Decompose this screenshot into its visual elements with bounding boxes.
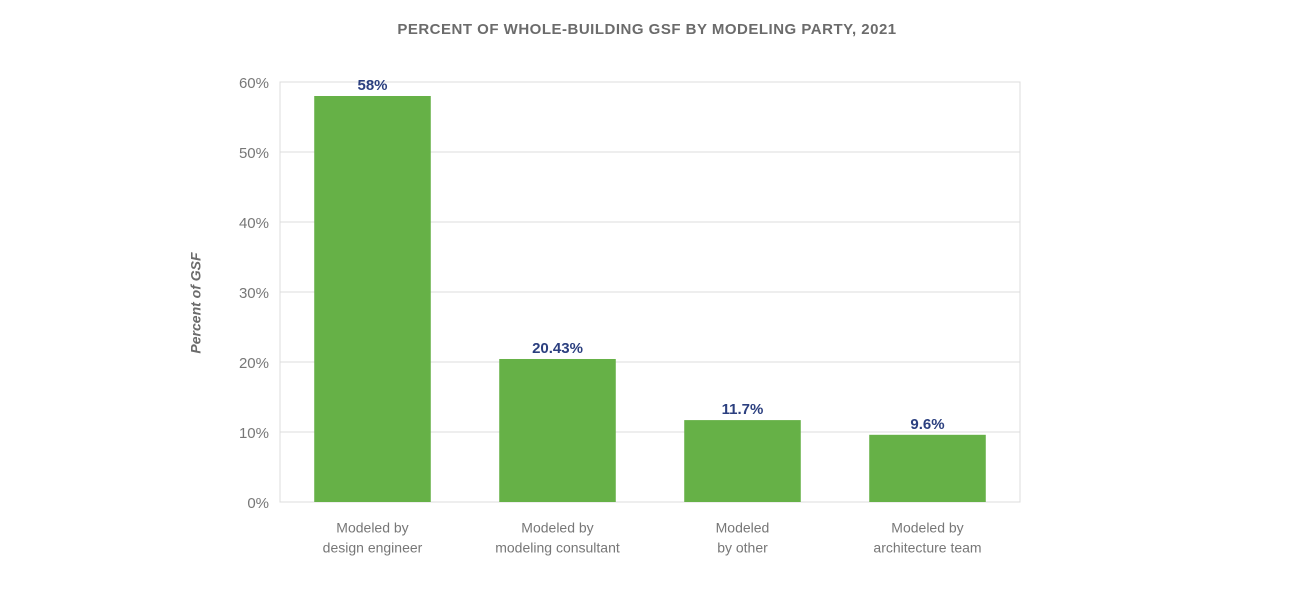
y-tick-label: 50% <box>239 145 269 162</box>
bar <box>684 420 801 502</box>
x-tick-label: design engineer <box>323 540 423 556</box>
x-tick-label: by other <box>717 540 768 556</box>
x-tick-label: Modeled by <box>336 520 408 536</box>
y-tick-label: 40% <box>239 215 269 232</box>
chart-title: PERCENT OF WHOLE-BUILDING GSF BY MODELIN… <box>397 21 896 38</box>
x-tick-label: Modeled by <box>891 520 963 536</box>
y-tick-label: 60% <box>239 75 269 92</box>
x-tick-label: architecture team <box>873 540 981 556</box>
value-label: 9.6% <box>910 416 944 433</box>
value-label: 58% <box>357 77 387 94</box>
x-tick-label: Modeled by <box>521 520 593 536</box>
bar <box>869 434 986 502</box>
y-tick-label: 10% <box>239 425 269 442</box>
value-label: 20.43% <box>532 340 583 357</box>
y-tick-label: 20% <box>239 355 269 372</box>
y-axis-label: Percent of GSF <box>188 252 204 354</box>
x-tick-label: modeling consultant <box>495 540 620 556</box>
value-label: 11.7% <box>722 401 764 418</box>
y-tick-label: 0% <box>247 495 269 512</box>
x-tick-label: Modeled <box>716 520 770 536</box>
bar <box>499 358 616 502</box>
y-tick-label: 30% <box>239 285 269 302</box>
bar <box>314 96 431 502</box>
